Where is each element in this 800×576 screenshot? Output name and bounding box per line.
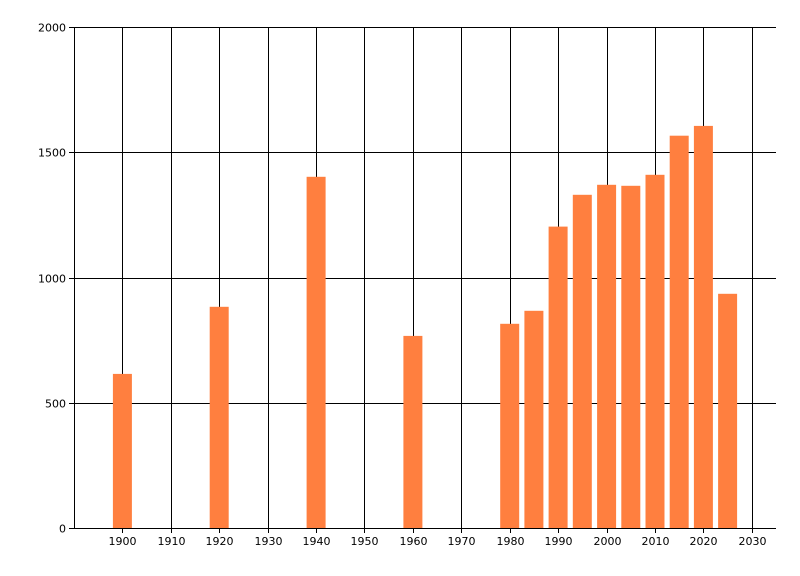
x-tick-label: 1930: [255, 535, 283, 548]
x-tick-label: 2030: [739, 535, 767, 548]
x-tick-label: 1970: [448, 535, 476, 548]
y-tick-label: 0: [59, 523, 66, 536]
y-tick-label: 500: [45, 398, 66, 411]
bar-1900: [112, 373, 132, 528]
axes: [69, 27, 776, 533]
x-tick-label: 1900: [109, 535, 137, 548]
bar-1990: [548, 226, 568, 528]
x-tick-label: 1920: [206, 535, 234, 548]
x-tick-label: 1950: [351, 535, 379, 548]
bar-1960: [403, 335, 423, 528]
bar-2025: [718, 293, 738, 528]
x-tick-label: 1940: [303, 535, 331, 548]
bar-2010: [645, 174, 665, 529]
y-tick-labels: 0 500 1000 1500 2000: [38, 22, 66, 536]
x-tick-label: 2010: [642, 535, 670, 548]
bar-2000: [597, 184, 617, 529]
x-tick-label: 1980: [497, 535, 525, 548]
bar-2005: [621, 185, 641, 529]
x-tick-label: 2000: [594, 535, 622, 548]
bar-1940: [306, 176, 326, 529]
bar-1995: [572, 194, 592, 529]
y-tick-label: 1500: [38, 147, 66, 160]
bar-1920: [209, 306, 229, 528]
bar-1985: [524, 310, 544, 528]
x-tick-label: 2020: [690, 535, 718, 548]
y-tick-label: 2000: [38, 22, 66, 35]
bar-1980: [500, 323, 520, 528]
x-tick-labels: 1900 1910 1920 1930 1940 1950 1960 1970 1980 1990…: [109, 535, 767, 548]
x-tick-label: 1990: [545, 535, 573, 548]
y-tick-label: 1000: [38, 273, 66, 286]
bar-2015: [669, 135, 689, 528]
x-tick-label: 1910: [158, 535, 186, 548]
bars: [112, 125, 738, 529]
x-tick-label: 1960: [400, 535, 428, 548]
bar-2020: [693, 125, 713, 529]
